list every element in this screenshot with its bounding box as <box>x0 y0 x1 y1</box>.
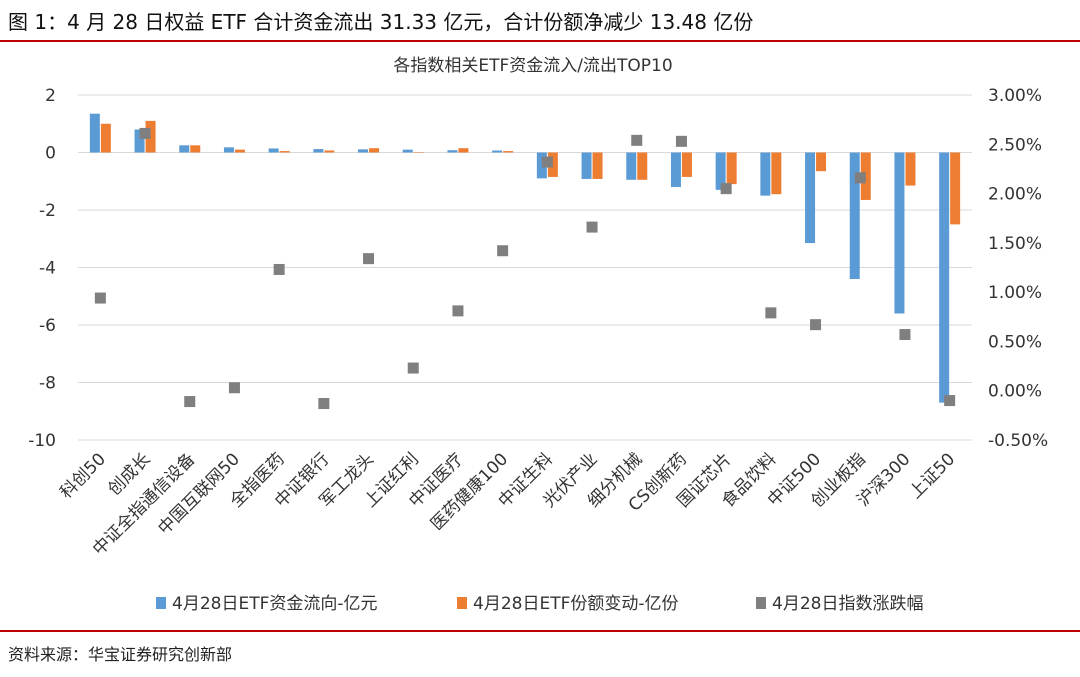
bar-share <box>324 150 335 153</box>
y-left-tick-label: -8 <box>39 374 56 394</box>
bar-flow <box>223 147 234 153</box>
bottom-rule <box>0 630 1080 632</box>
bar-share <box>816 152 827 172</box>
bar-flow <box>581 152 592 179</box>
bar-flow <box>89 113 100 153</box>
bar-flow <box>268 148 279 153</box>
legend-label: 4月28日ETF份额变动-亿份 <box>473 594 679 614</box>
figure-title: 图 1：4 月 28 日权益 ETF 合计资金流出 31.33 亿元，合计份额净… <box>8 10 754 34</box>
point-change <box>497 245 509 257</box>
bar-share <box>905 152 916 186</box>
bar-share <box>592 152 603 179</box>
bar-flow <box>402 149 413 153</box>
bar-flow <box>760 152 771 196</box>
y-right-tick-label: 2.00% <box>988 185 1042 205</box>
bar-share <box>100 123 111 153</box>
point-change <box>586 221 598 233</box>
bar-share <box>771 152 782 195</box>
point-change <box>631 134 643 146</box>
y-right-tick-label: 0.50% <box>988 332 1042 352</box>
bars <box>89 113 961 403</box>
point-change <box>184 396 196 408</box>
bar-flow <box>715 152 726 190</box>
y-left-tick-label: 2 <box>45 86 56 106</box>
bar-flow <box>939 152 950 403</box>
bar-share <box>369 148 380 153</box>
point-change <box>273 263 285 275</box>
x-tick-label: 上证50 <box>906 449 959 502</box>
point-change <box>541 156 553 168</box>
y-axis-right: 3.00% 2.50% 2.00% 1.50% 1.00% 0.50% 0.00% -0.50… <box>988 86 1048 451</box>
bar-flow <box>447 150 458 153</box>
bar-flow <box>358 149 369 153</box>
point-change <box>407 362 419 374</box>
bar-share <box>637 152 648 180</box>
point-change <box>675 135 687 147</box>
bar-flow <box>492 150 503 153</box>
point-change <box>720 183 732 195</box>
bar-share <box>234 149 245 153</box>
source-note: 资料来源：华宝证券研究创新部 <box>8 645 233 664</box>
y-right-tick-label: 3.00% <box>988 86 1042 106</box>
y-right-tick-label: -0.50% <box>988 431 1048 451</box>
y-left-tick-label: -2 <box>39 201 56 221</box>
y-left-tick-label: 0 <box>45 144 56 164</box>
point-change <box>854 172 866 184</box>
x-tick-label: 科创50 <box>56 449 109 502</box>
point-change <box>452 305 464 317</box>
bar-share <box>190 145 201 153</box>
x-axis-labels: 科创50创成长中证全指通信设备中国互联网50全指医药中证银行军工龙头上证红利中证… <box>56 449 959 559</box>
bar-flow <box>134 129 145 153</box>
y-right-tick-label: 0.00% <box>988 382 1042 402</box>
point-change <box>94 292 106 304</box>
bar-flow <box>894 152 905 314</box>
y-left-tick-label: -4 <box>39 259 56 279</box>
bar-flow <box>179 145 190 153</box>
bar-share <box>413 152 424 153</box>
y-right-tick-label: 1.00% <box>988 283 1042 303</box>
legend: 4月28日ETF资金流向-亿元 4月28日ETF份额变动-亿份 4月28日指数涨跌幅 <box>156 594 923 614</box>
bar-share <box>458 148 469 153</box>
point-change <box>765 307 777 319</box>
point-change <box>139 127 151 139</box>
point-change <box>363 253 375 265</box>
legend-swatch <box>156 597 166 609</box>
legend-label: 4月28日指数涨跌幅 <box>772 594 923 614</box>
point-change <box>228 382 240 394</box>
bar-flow <box>313 149 324 153</box>
bar-share <box>950 152 961 225</box>
bar-share <box>681 152 692 177</box>
chart-title: 各指数相关ETF资金流入/流出TOP10 <box>393 56 672 76</box>
y-axis-left: 2 0 -2 -4 -6 -8 -10 <box>28 86 56 451</box>
bar-flow <box>626 152 637 180</box>
grid-lines <box>78 94 972 441</box>
y-left-tick-label: -6 <box>39 316 56 336</box>
bar-flow <box>849 152 860 279</box>
top-rule <box>0 40 1080 42</box>
bar-share <box>726 152 737 185</box>
point-change <box>318 398 330 410</box>
point-change <box>899 329 911 341</box>
y-left-tick-label: -10 <box>28 431 56 451</box>
points <box>94 127 956 410</box>
legend-swatch <box>457 597 467 609</box>
legend-swatch <box>756 597 766 609</box>
y-right-tick-label: 1.50% <box>988 234 1042 254</box>
y-right-tick-label: 2.50% <box>988 135 1042 155</box>
bar-share <box>503 151 514 153</box>
bar-share <box>279 151 290 153</box>
chart: 各指数相关ETF资金流入/流出TOP10 2 0 -2 -4 -6 -8 -10 3.00%… <box>28 56 1048 614</box>
point-change <box>810 319 822 331</box>
bar-flow <box>805 152 816 244</box>
bar-flow <box>670 152 681 187</box>
legend-label: 4月28日ETF资金流向-亿元 <box>172 594 378 614</box>
point-change <box>944 395 956 407</box>
